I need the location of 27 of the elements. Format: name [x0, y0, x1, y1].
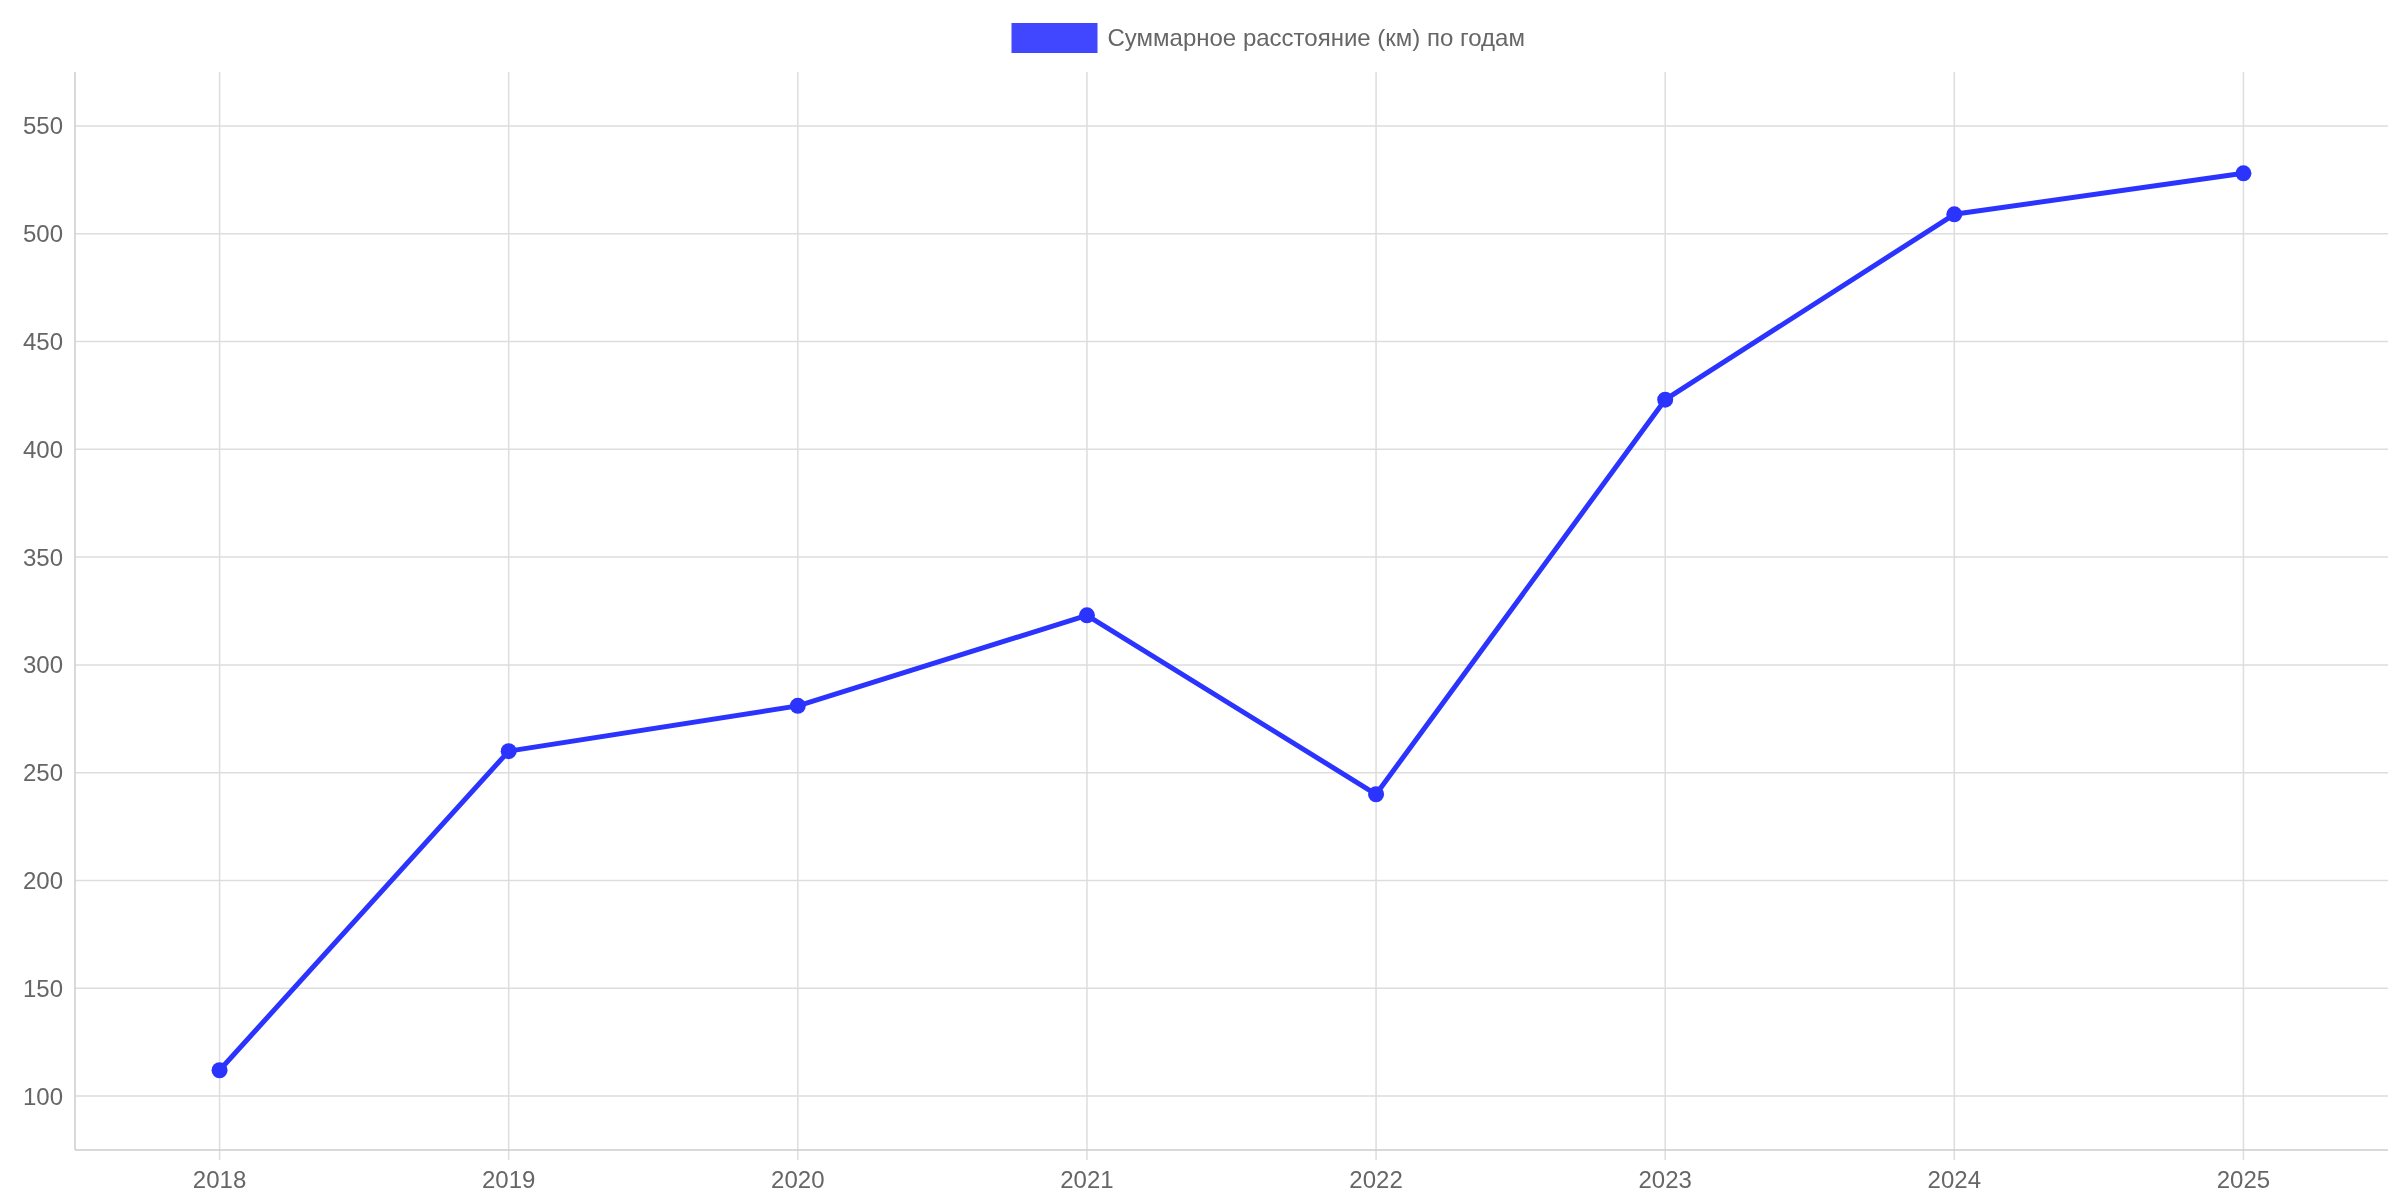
point — [2235, 165, 2252, 182]
point — [1946, 206, 1963, 223]
x-tick-label: 2024 — [1927, 1166, 1982, 1193]
x-tick-label: 2022 — [1349, 1166, 1403, 1193]
point — [211, 1062, 228, 1079]
point — [789, 697, 806, 714]
y-tick-label: 350 — [22, 543, 63, 571]
y-tick-label: 200 — [22, 866, 63, 894]
y-tick-label: 450 — [22, 327, 63, 355]
x-tick-label: 2025 — [2216, 1166, 2271, 1193]
x-tick-label: 2023 — [1638, 1166, 1692, 1193]
x-tick-label: 2019 — [481, 1166, 536, 1193]
point — [1078, 607, 1095, 624]
point — [1368, 786, 1385, 803]
y-tick-label: 250 — [22, 759, 63, 787]
y-tick-label: 500 — [22, 220, 63, 248]
y-tick-label: 300 — [22, 651, 63, 679]
point — [500, 743, 517, 760]
legend-label: Суммарное расстояние (км) по годам — [1107, 24, 1525, 52]
x-tick-label: 2018 — [192, 1166, 247, 1193]
y-tick-label: 400 — [22, 435, 63, 463]
y-tick-label: 150 — [22, 974, 63, 1002]
point — [1657, 391, 1674, 408]
x-tick-label: 2021 — [1060, 1166, 1114, 1193]
y-tick-label: 100 — [22, 1082, 63, 1110]
x-tick-label: 2020 — [771, 1166, 825, 1193]
y-tick-label: 550 — [22, 112, 63, 140]
